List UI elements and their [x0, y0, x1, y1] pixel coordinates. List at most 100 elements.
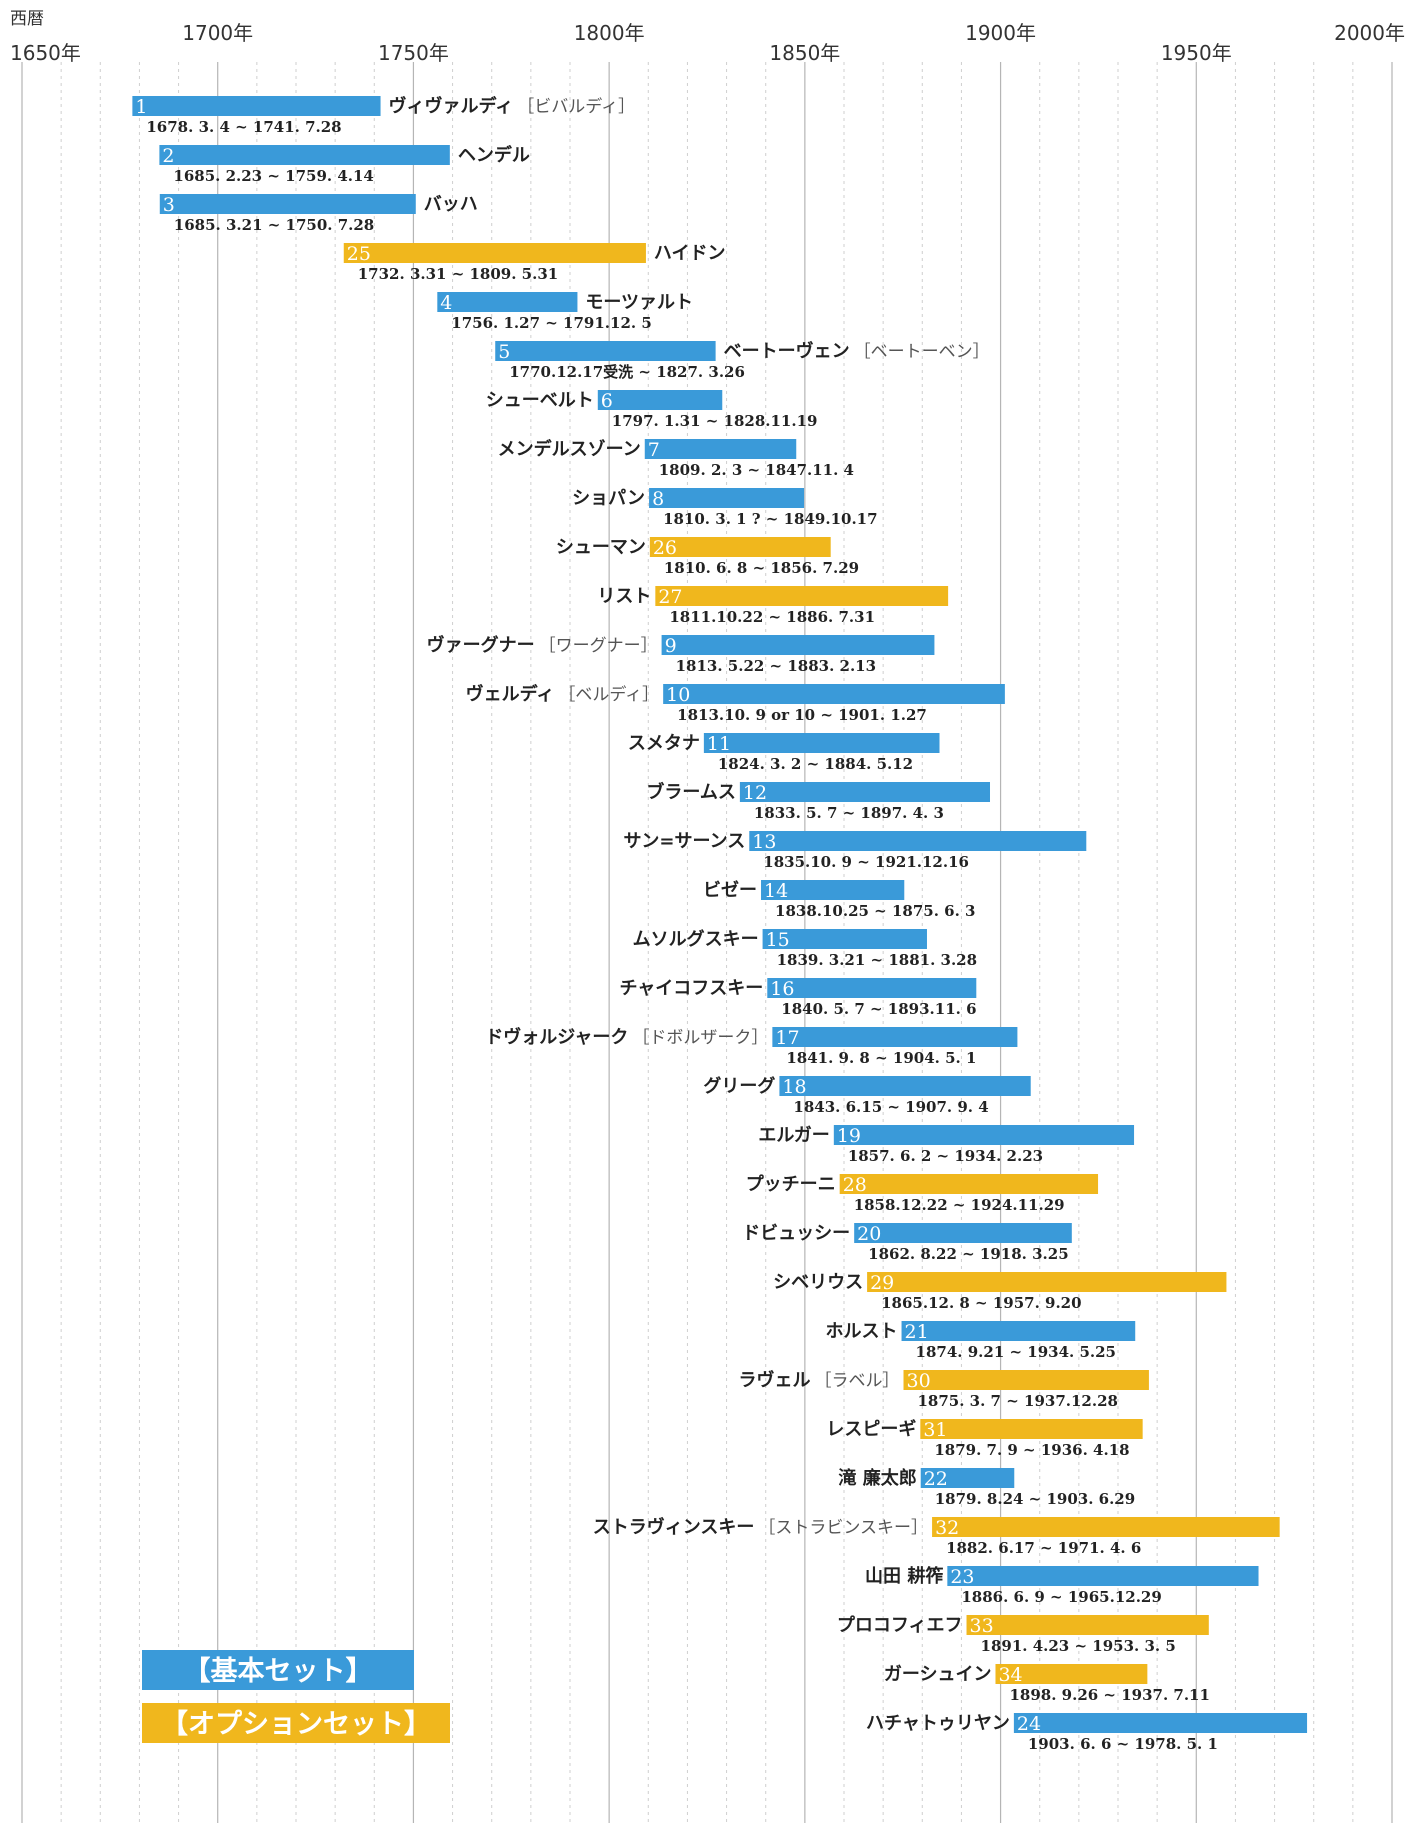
- composer-alt-name: ［ドボルザーク］: [632, 1028, 768, 1048]
- composer-name: 滝 廉太郎: [838, 1467, 916, 1489]
- lifespan-dates: 1898. 9.26 ~ 1937. 7.11: [1009, 1686, 1209, 1704]
- composer-number: 2: [162, 145, 174, 167]
- legend-label: 【基本セット】: [184, 1656, 373, 1687]
- lifespan-bar: [995, 1664, 1148, 1684]
- lifespan-dates: 1835.10. 9 ~ 1921.12.16: [763, 853, 969, 871]
- composer-number: 31: [923, 1419, 947, 1441]
- composer-name: グリーグ: [703, 1075, 775, 1097]
- composer-alt-name: ［ベルディ］: [558, 684, 659, 705]
- composer-number: 25: [347, 243, 371, 265]
- lifespan-dates: 1811.10.22 ~ 1886. 7.31: [669, 608, 875, 626]
- lifespan-dates: 1685. 2.23 ~ 1759. 4.14: [173, 167, 373, 185]
- legend: 【基本セット】【オプションセット】: [142, 1650, 450, 1743]
- composer-name: ヴィヴァルディ: [389, 95, 514, 117]
- composer-name: ハチャトゥリヤン: [866, 1713, 1010, 1734]
- composer-name: シューベルト: [486, 390, 594, 411]
- lifespan-dates: 1732. 3.31 ~ 1809. 5.31: [358, 265, 558, 283]
- composer-name: エルガー: [758, 1125, 829, 1146]
- composer-name: ヘンデル: [458, 144, 530, 166]
- composer-name: モーツァルト: [585, 292, 693, 313]
- lifespan-bar: [437, 292, 578, 312]
- composer-number: 14: [764, 880, 788, 902]
- lifespan-dates: 1824. 3. 2 ~ 1884. 5.12: [718, 755, 913, 773]
- composer-number: 26: [653, 537, 677, 559]
- composer-name: ヴァーグナー: [427, 634, 535, 656]
- composer-number: 17: [775, 1027, 799, 1049]
- composer-name: ストラヴィンスキー: [593, 1516, 755, 1538]
- lifespan-bar: [749, 831, 1087, 851]
- year-tick-label: 1650年: [10, 41, 81, 65]
- lifespan-bar: [762, 929, 927, 949]
- lifespan-bar: [649, 537, 831, 557]
- lifespan-dates: 1865.12. 8 ~ 1957. 9.20: [881, 1294, 1081, 1312]
- lifespan-bar: [703, 733, 940, 753]
- lifespan-dates: 1770.12.17受洗 ~ 1827. 3.26: [509, 363, 745, 381]
- lifespan-bar: [597, 390, 723, 410]
- lifespan-dates: 1809. 2. 3 ~ 1847.11. 4: [659, 461, 854, 479]
- lifespan-dates: 1838.10.25 ~ 1875. 6. 3: [775, 902, 975, 920]
- composer-name: ショパン: [572, 488, 645, 509]
- year-tick-label: 1850年: [769, 41, 840, 65]
- year-tick-label: 1750年: [378, 41, 449, 65]
- lifespan-dates: 1879. 7. 9 ~ 1936. 4.18: [934, 1441, 1129, 1459]
- lifespan-bar: [854, 1223, 1072, 1243]
- lifespan-dates: 1756. 1.27 ~ 1791.12. 5: [451, 314, 651, 332]
- composer-number: 22: [924, 1468, 948, 1490]
- composer-alt-name: ［ベートーベン］: [854, 342, 990, 362]
- composer-number: 34: [998, 1664, 1022, 1686]
- lifespan-bar: [920, 1419, 1143, 1439]
- year-tick-label: 1800年: [574, 21, 645, 45]
- lifespan-dates: 1810. 3. 1 ? ~ 1849.10.17: [663, 510, 877, 528]
- year-tick-label: 1900年: [965, 21, 1036, 45]
- composer-number: 8: [652, 488, 664, 510]
- lifespan-dates: 1833. 5. 7 ~ 1897. 4. 3: [754, 804, 944, 822]
- composer-alt-name: ［ラベル］: [814, 1371, 899, 1391]
- lifespan-bar: [920, 1468, 1015, 1488]
- lifespan-bar: [663, 684, 1005, 704]
- legend-swatch: [142, 1650, 414, 1690]
- lifespan-bar: [655, 586, 949, 606]
- composer-number: 12: [743, 782, 767, 804]
- lifespan-bar: [644, 439, 797, 459]
- year-tick-label: 1700年: [182, 21, 253, 45]
- composer-number: 6: [601, 390, 613, 412]
- composer-number: 33: [970, 1615, 994, 1637]
- lifespan-dates: 1891. 4.23 ~ 1953. 3. 5: [981, 1637, 1176, 1655]
- lifespan-dates: 1813.10. 9 or 10 ~ 1901. 1.27: [677, 706, 927, 724]
- lifespan-bar: [932, 1517, 1280, 1537]
- lifespan-bar: [966, 1615, 1209, 1635]
- composer-name: プロコフィエフ: [837, 1614, 963, 1636]
- lifespan-bar: [661, 635, 935, 655]
- axis-era-label: 西暦: [10, 9, 44, 29]
- lifespan-bar: [343, 243, 646, 263]
- lifespan-bar: [947, 1566, 1259, 1586]
- composer-name: シューマン: [556, 537, 646, 558]
- lifespan-dates: 1839. 3.21 ~ 1881. 3.28: [777, 951, 977, 969]
- lifespan-bar: [903, 1370, 1149, 1390]
- composer-number: 5: [498, 341, 510, 363]
- lifespan-dates: 1810. 6. 8 ~ 1856. 7.29: [664, 559, 859, 577]
- composer-number: 24: [1017, 1713, 1041, 1735]
- lifespan-bar: [495, 341, 716, 361]
- composer-number: 30: [906, 1370, 930, 1392]
